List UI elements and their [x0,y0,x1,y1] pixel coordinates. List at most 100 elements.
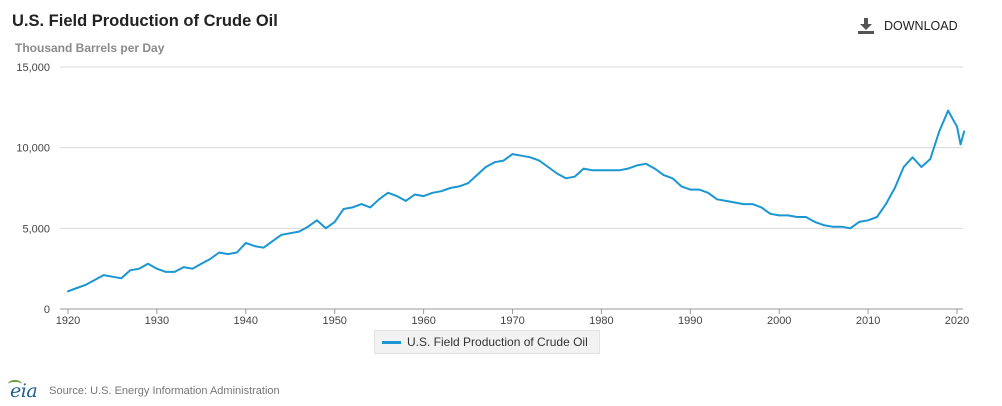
data-point [716,198,718,201]
data-point [396,195,398,197]
data-point [876,216,878,218]
x-tick-label: 1940 [234,315,258,327]
data-point [85,284,87,286]
data-point [662,174,665,176]
data-point [520,154,523,157]
download-label: DOWNLOAD [884,19,958,33]
data-point [271,240,274,242]
data-point [200,263,203,265]
data-point [431,192,434,194]
series-line [67,109,966,293]
data-point [316,219,318,222]
data-point [502,159,505,162]
data-point [885,203,887,205]
legend-item[interactable]: U.S. Field Production of Crude Oil [374,330,600,354]
data-point [493,161,496,163]
source-text: Source: U.S. Energy Information Administ… [49,385,280,397]
data-point [627,167,629,170]
data-point [173,271,176,273]
data-point [805,216,807,218]
data-point [422,195,425,197]
y-tick-label: 15,000 [16,62,50,74]
legend-swatch [382,340,401,344]
data-point [529,156,532,159]
line-chart: 0 5,000 10,000 15,000 1920 1930 1940 1950 1960 19… [16,62,969,327]
data-point [360,203,363,205]
data-point [333,221,336,223]
download-button[interactable]: DOWNLOAD [858,18,958,34]
data-point [742,203,745,205]
data-point [165,271,167,273]
data-point [262,246,265,249]
data-point [822,224,825,226]
data-point [920,166,923,168]
data-point [218,251,220,254]
x-tick-label: 1920 [56,315,80,327]
data-point [298,230,300,233]
y-tick-label: 10,000 [16,143,50,155]
legend-label: U.S. Field Production of Crude Oil [407,335,588,349]
data-point [102,274,105,276]
x-tick-label: 1960 [411,315,435,327]
chart-title: U.S. Field Production of Crude Oil [12,12,278,30]
data-point [769,213,772,215]
data-point [511,153,514,155]
data-point [245,242,247,244]
data-point [831,225,834,228]
data-point [707,192,709,194]
y-tick-label: 0 [44,304,50,316]
data-point [796,216,798,218]
data-point [959,143,962,146]
data-point [618,169,620,172]
data-point [938,130,940,133]
data-point [751,203,754,205]
x-tick-label: 1990 [678,315,702,327]
data-point [120,277,123,280]
data-point [902,166,905,168]
data-point [963,130,965,133]
data-point [600,169,603,172]
data-point [947,109,949,112]
data-point [760,206,763,209]
data-point [280,234,283,236]
data-point [636,164,638,167]
data-point [476,174,478,176]
x-tick-label: 1930 [145,315,169,327]
x-tick-label: 1950 [322,315,346,327]
data-point [725,200,727,202]
data-point [538,159,540,162]
data-point [147,263,149,265]
data-point [413,193,416,196]
data-point [698,188,700,191]
data-point [440,190,443,192]
data-point [956,125,958,128]
data-point [653,167,656,170]
data-point [111,275,114,278]
data-point [191,267,194,270]
data-point [929,158,932,160]
data-point [253,245,256,247]
data-point [93,279,96,281]
data-point [369,206,372,209]
eia-logo: eia [8,380,38,402]
data-point [138,267,140,270]
data-point [129,269,131,272]
source-footer: eia Source: U.S. Energy Information Admi… [8,380,280,402]
data-point [351,206,354,209]
data-point [734,201,736,204]
data-point [849,227,852,230]
data-point [342,208,345,210]
data-point [645,163,647,165]
y-tick-label: 5,000 [22,223,50,235]
data-point [787,214,789,217]
x-tick-label: 2010 [856,315,880,327]
chart-subtitle: Thousand Barrels per Day [15,41,165,55]
data-point [573,175,576,178]
data-point [387,192,389,194]
data-point [485,166,487,168]
data-point [325,227,327,230]
data-point [609,169,612,172]
data-point [565,177,567,180]
data-point [289,232,292,234]
x-tick-label: 1970 [500,315,524,327]
